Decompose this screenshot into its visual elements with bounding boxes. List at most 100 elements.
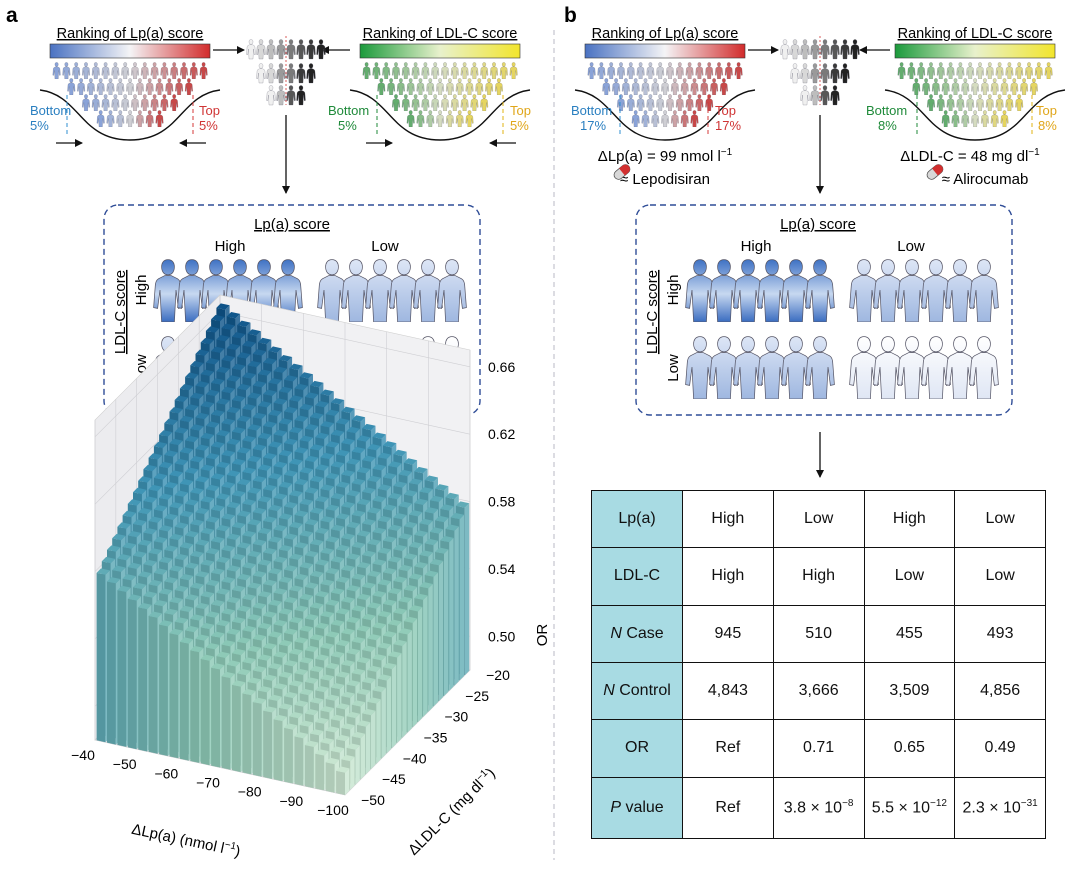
- panel-a-ldl-distribution-curve: [349, 89, 531, 141]
- person-icon: [140, 94, 149, 111]
- panel-b-row-title: LDL-C score: [644, 270, 661, 354]
- person-icon: [685, 259, 715, 322]
- person-icon: [67, 78, 76, 95]
- person-icon: [431, 62, 440, 79]
- person-icon: [145, 110, 154, 127]
- person-icon: [82, 62, 90, 79]
- person-icon: [116, 78, 125, 95]
- person-icon: [680, 78, 689, 95]
- row-header: OR: [591, 719, 683, 778]
- row-header: LDL-C: [591, 547, 683, 606]
- person-icon: [617, 62, 625, 79]
- panel-b-ldl-top-pct: 8%: [1038, 118, 1057, 133]
- panel-b-ldl-bottom-label: Bottom: [866, 103, 907, 118]
- person-icon: [475, 78, 484, 95]
- person-icon: [365, 259, 395, 322]
- person-icon: [675, 62, 684, 79]
- panel-a-label: a: [6, 4, 18, 27]
- table-cell: High: [863, 489, 956, 549]
- person-icon: [460, 62, 469, 79]
- person-icon: [1015, 94, 1024, 111]
- person-icon: [150, 62, 159, 79]
- person-icon: [317, 259, 347, 322]
- person-icon: [406, 110, 415, 127]
- person-icon: [436, 78, 445, 95]
- person-icon: [651, 110, 660, 127]
- person-icon: [661, 110, 670, 127]
- person-icon: [810, 39, 820, 60]
- table-cell: 493: [954, 604, 1046, 663]
- person-icon: [656, 94, 665, 111]
- panel-a-ldl-bottom-label: Bottom: [328, 103, 369, 118]
- person-icon: [296, 39, 306, 60]
- panel-a-lp-distribution-curve: [39, 89, 221, 141]
- person-icon: [921, 336, 951, 399]
- person-icon: [709, 259, 739, 322]
- person-icon: [780, 39, 790, 60]
- person-icon: [286, 39, 296, 60]
- person-icon: [494, 78, 503, 95]
- person-icon: [316, 39, 326, 60]
- person-icon: [372, 62, 381, 79]
- person-icon: [790, 63, 800, 84]
- panel-b-delta-ldl: ΔLDL-C = 48 mg dl−1: [900, 147, 1040, 165]
- person-icon: [990, 78, 999, 95]
- person-icon: [266, 39, 276, 60]
- panel-a-ldl-gradient-bar: [359, 43, 521, 59]
- person-icon: [416, 110, 425, 127]
- panel-b-lp-bottom-label: Bottom: [571, 103, 612, 118]
- panel-b-col-low: Low: [897, 238, 925, 255]
- person-icon: [276, 63, 286, 84]
- person-icon: [656, 62, 665, 79]
- table-cell: 455: [863, 604, 956, 663]
- person-icon: [922, 78, 931, 95]
- person-icon: [907, 62, 916, 79]
- person-icon: [170, 62, 179, 79]
- person-icon: [266, 85, 276, 106]
- table-cell: Low: [954, 547, 1046, 606]
- person-icon: [426, 110, 435, 127]
- table-row: N Case 945 510 455 493: [591, 604, 1046, 663]
- table-cell: 510: [772, 604, 865, 663]
- table-cell: 3,509: [863, 661, 956, 721]
- person-icon: [96, 78, 105, 95]
- panel-b-box-people: [685, 259, 999, 399]
- person-icon: [450, 62, 459, 79]
- person-icon: [470, 62, 479, 79]
- person-icon: [421, 62, 430, 79]
- person-icon: [820, 85, 830, 106]
- person-icon: [256, 63, 266, 84]
- person-icon: [597, 62, 606, 79]
- person-icon: [1010, 78, 1019, 95]
- person-icon: [976, 94, 984, 111]
- x-tick-label: −100: [317, 802, 349, 818]
- person-icon: [587, 62, 596, 79]
- person-icon: [631, 110, 640, 127]
- results-table: Lp(a) High Low High Low LDL-C High High Low Low N …: [591, 489, 1046, 840]
- person-icon: [917, 62, 926, 79]
- person-icon: [820, 63, 830, 84]
- panel-b-lp-gradient-bar: [584, 43, 746, 59]
- person-icon: [830, 85, 840, 106]
- person-icon: [980, 110, 989, 127]
- person-icon: [897, 336, 927, 399]
- chart-bars: [96, 303, 470, 795]
- person-icon: [695, 62, 704, 79]
- person-icon: [781, 336, 811, 399]
- person-icon: [612, 78, 621, 95]
- person-icon: [680, 110, 689, 127]
- panel-b-lp-top-pct: 17%: [715, 118, 741, 133]
- person-icon: [155, 110, 164, 127]
- table-cell: Low: [954, 489, 1046, 549]
- person-icon: [966, 94, 975, 111]
- person-icon: [411, 94, 420, 111]
- table-cell: 3.8 × 10−8: [772, 776, 865, 840]
- panel-a-row-title: LDL-C score: [112, 270, 129, 354]
- person-icon: [455, 110, 464, 127]
- table-cell: 4,843: [682, 661, 774, 721]
- z-tick-label: 0.62: [488, 426, 515, 442]
- person-icon: [377, 78, 386, 95]
- panel-a-ldl-top-label: Top: [510, 103, 531, 118]
- panel-a-lp-top-label: Top: [199, 103, 220, 118]
- person-icon: [421, 94, 430, 111]
